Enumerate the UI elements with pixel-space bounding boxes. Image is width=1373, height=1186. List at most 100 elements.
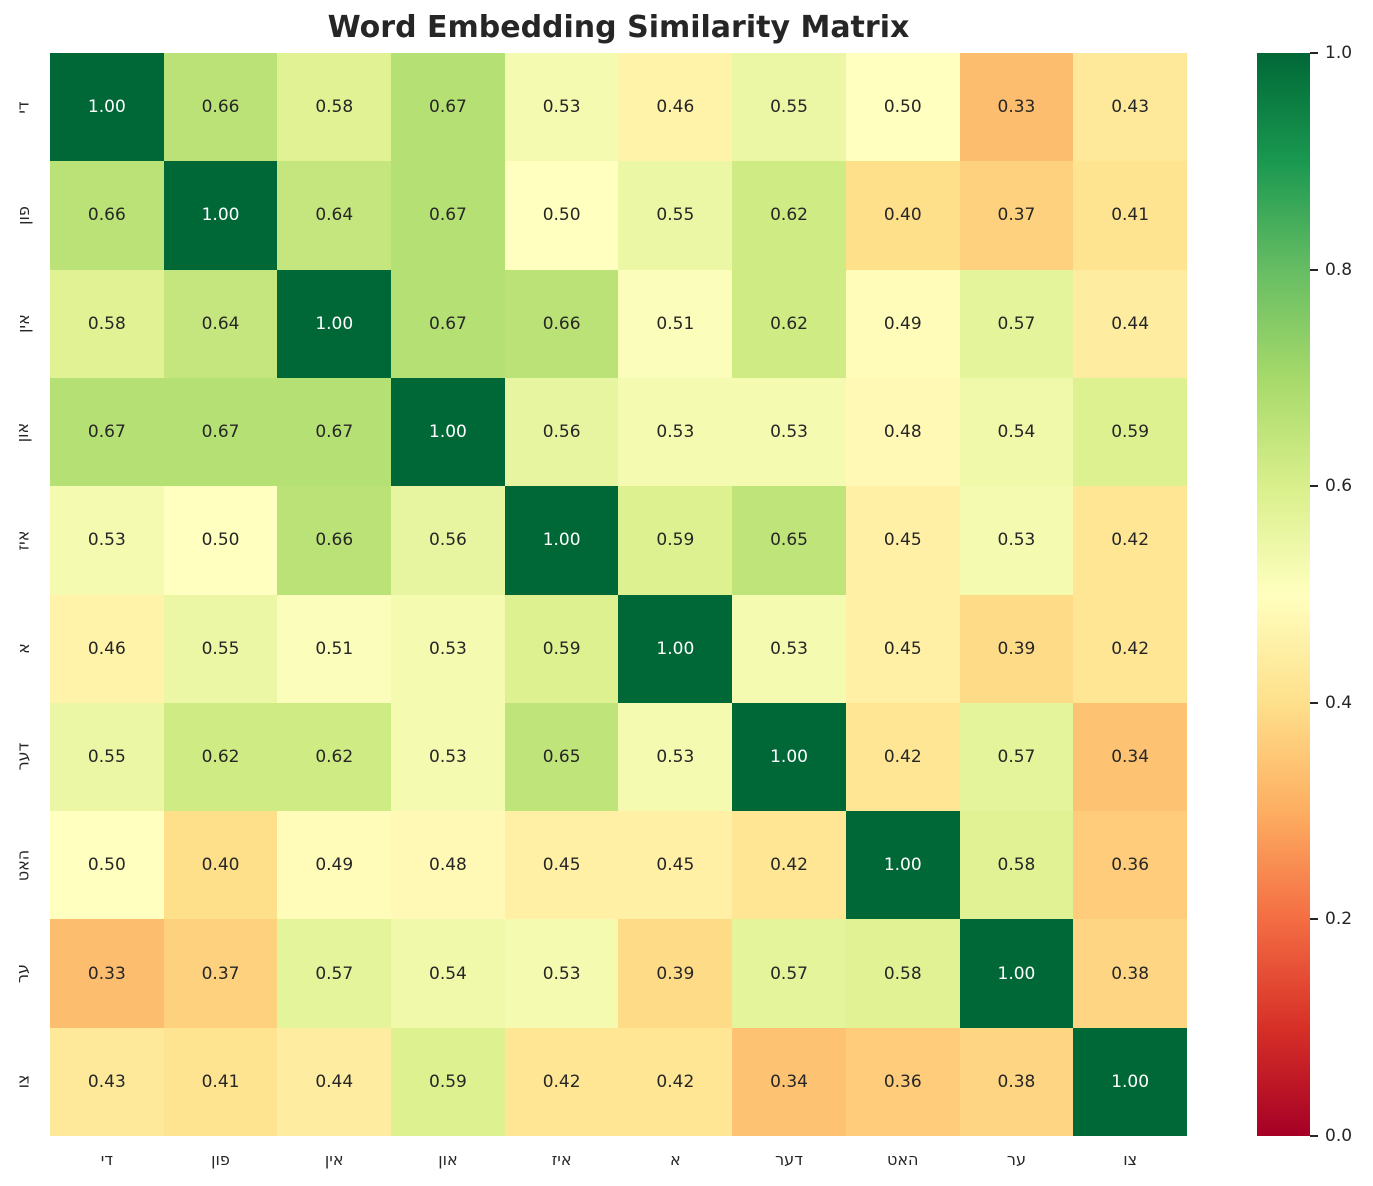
heatmap-cell: 0.56 <box>504 377 619 487</box>
heatmap-cell: 0.45 <box>845 486 960 595</box>
cell-value: 0.57 <box>770 963 808 984</box>
x-tick-label: די <box>100 1149 113 1169</box>
cell-value: 0.53 <box>542 97 581 118</box>
cell-value: 0.62 <box>201 746 240 767</box>
heatmap-cell: 0.51 <box>277 594 392 703</box>
heatmap-cell: 0.59 <box>1073 377 1187 487</box>
y-tick-text: אין <box>13 314 33 334</box>
cell-value: 0.58 <box>315 97 354 118</box>
heatmap-cell: 0.59 <box>504 594 619 703</box>
y-tick-text: איז <box>13 530 33 551</box>
y-tick-text: צו <box>13 1074 33 1089</box>
heatmap-cell: 0.49 <box>277 811 392 920</box>
heatmap-cell: 0.48 <box>391 811 505 920</box>
heatmap-cell: 0.67 <box>391 161 505 270</box>
cell-value: 0.42 <box>1111 638 1150 659</box>
heatmap-cell: 1.00 <box>504 486 619 595</box>
cell-value: 1.00 <box>429 422 467 443</box>
cell-value: 1.00 <box>770 746 808 767</box>
heatmap-cell: 0.42 <box>504 1027 619 1136</box>
heatmap-cell: 0.55 <box>732 53 846 162</box>
cell-value: 0.51 <box>315 638 354 659</box>
colorbar-tick-label: 0.6 <box>1325 476 1353 497</box>
cell-value: 0.50 <box>883 97 922 118</box>
heatmap-cell: 0.43 <box>1073 53 1187 162</box>
colorbar-tick-label: 0.2 <box>1325 909 1353 930</box>
colorbar: 1.0 0.8 0.6 0.4 0.2 0.0 <box>1257 43 1352 1146</box>
cell-value: 0.45 <box>656 855 695 876</box>
cell-value: 0.41 <box>1111 205 1150 226</box>
heatmap-cell: 0.50 <box>163 486 278 595</box>
cell-value: 0.62 <box>770 313 808 334</box>
heatmap-cell: 0.44 <box>1073 269 1187 378</box>
heatmap-cell: 0.59 <box>618 486 733 595</box>
heatmap-cell: 0.49 <box>845 269 960 378</box>
cell-value: 0.49 <box>883 313 922 334</box>
cell-value: 0.67 <box>87 422 126 443</box>
colorbar-tick-mark <box>1310 1135 1318 1137</box>
heatmap-cell: 0.46 <box>618 53 733 162</box>
cell-value: 0.34 <box>770 1071 808 1092</box>
cell-value: 0.65 <box>770 530 808 551</box>
x-tick-label: האט <box>886 1149 919 1169</box>
heatmap-cell: 0.51 <box>618 269 733 378</box>
cell-value: 0.42 <box>656 1071 695 1092</box>
cell-value: 0.67 <box>201 422 240 443</box>
cell-value: 0.34 <box>1111 746 1150 767</box>
heatmap-cell: 0.67 <box>163 377 278 487</box>
cell-value: 1.00 <box>1111 1071 1150 1092</box>
heatmap-cell: 0.66 <box>50 161 164 270</box>
y-tick-label: אין <box>0 270 46 378</box>
cell-value: 0.38 <box>1111 963 1150 984</box>
heatmap-cell: 0.57 <box>959 702 1074 812</box>
heatmap-cell: 0.55 <box>163 594 278 703</box>
cell-value: 0.46 <box>87 638 126 659</box>
heatmap-cell: 0.46 <box>50 594 164 703</box>
cell-value: 0.55 <box>770 97 808 118</box>
cell-value: 0.53 <box>429 746 467 767</box>
heatmap-cell: 1.00 <box>959 919 1074 1028</box>
heatmap-cell: 0.66 <box>163 53 278 162</box>
heatmap-cell: 0.55 <box>618 161 733 270</box>
heatmap-cell: 1.00 <box>50 53 164 162</box>
heatmap-cell: 0.53 <box>391 702 505 812</box>
cell-value: 0.37 <box>997 205 1036 226</box>
cell-value: 1.00 <box>883 855 922 876</box>
heatmap-cell: 0.57 <box>277 919 392 1028</box>
cell-value: 0.58 <box>883 963 922 984</box>
cell-value: 1.00 <box>87 97 126 118</box>
heatmap-cell: 0.34 <box>1073 702 1187 812</box>
colorbar-tick-mark <box>1310 918 1318 921</box>
cell-value: 0.41 <box>201 1071 240 1092</box>
cell-value: 0.55 <box>201 638 240 659</box>
y-tick-text: ער <box>13 964 33 984</box>
cell-value: 0.55 <box>87 746 126 767</box>
heatmap-cell: 0.36 <box>845 1027 960 1136</box>
cell-value: 0.57 <box>997 746 1036 767</box>
cell-value: 0.66 <box>315 530 354 551</box>
heatmap-cell: 0.42 <box>1073 486 1187 595</box>
heatmap-cell: 0.40 <box>845 161 960 270</box>
heatmap-cell: 1.00 <box>732 702 846 812</box>
y-tick-label: פון <box>0 161 46 269</box>
y-tick-text: דער <box>13 743 33 771</box>
cell-value: 0.48 <box>883 422 922 443</box>
cell-value: 0.42 <box>770 855 808 876</box>
cell-value: 0.39 <box>656 963 695 984</box>
heatmap-grid: 1.00 0.66 0.58 0.67 0.53 0.46 0.55 0.50 0.33 0.43… <box>50 53 1187 1136</box>
heatmap-cell: 0.65 <box>504 702 619 812</box>
heatmap-cell: 0.57 <box>959 269 1074 378</box>
cell-value: 0.36 <box>1111 855 1150 876</box>
heatmap-cell: 0.42 <box>845 702 960 812</box>
x-tick-label: דער <box>775 1149 803 1169</box>
cell-value: 0.42 <box>542 1071 581 1092</box>
cell-value: 0.59 <box>542 638 581 659</box>
cell-value: 0.33 <box>87 963 126 984</box>
cell-value: 0.45 <box>883 638 922 659</box>
y-tick-label: און <box>0 378 46 486</box>
heatmap-cell: 0.58 <box>277 53 392 162</box>
cell-value: 0.38 <box>997 1071 1036 1092</box>
cell-value: 0.56 <box>542 422 581 443</box>
heatmap-cell: 1.00 <box>391 377 505 487</box>
cell-value: 0.54 <box>429 963 467 984</box>
